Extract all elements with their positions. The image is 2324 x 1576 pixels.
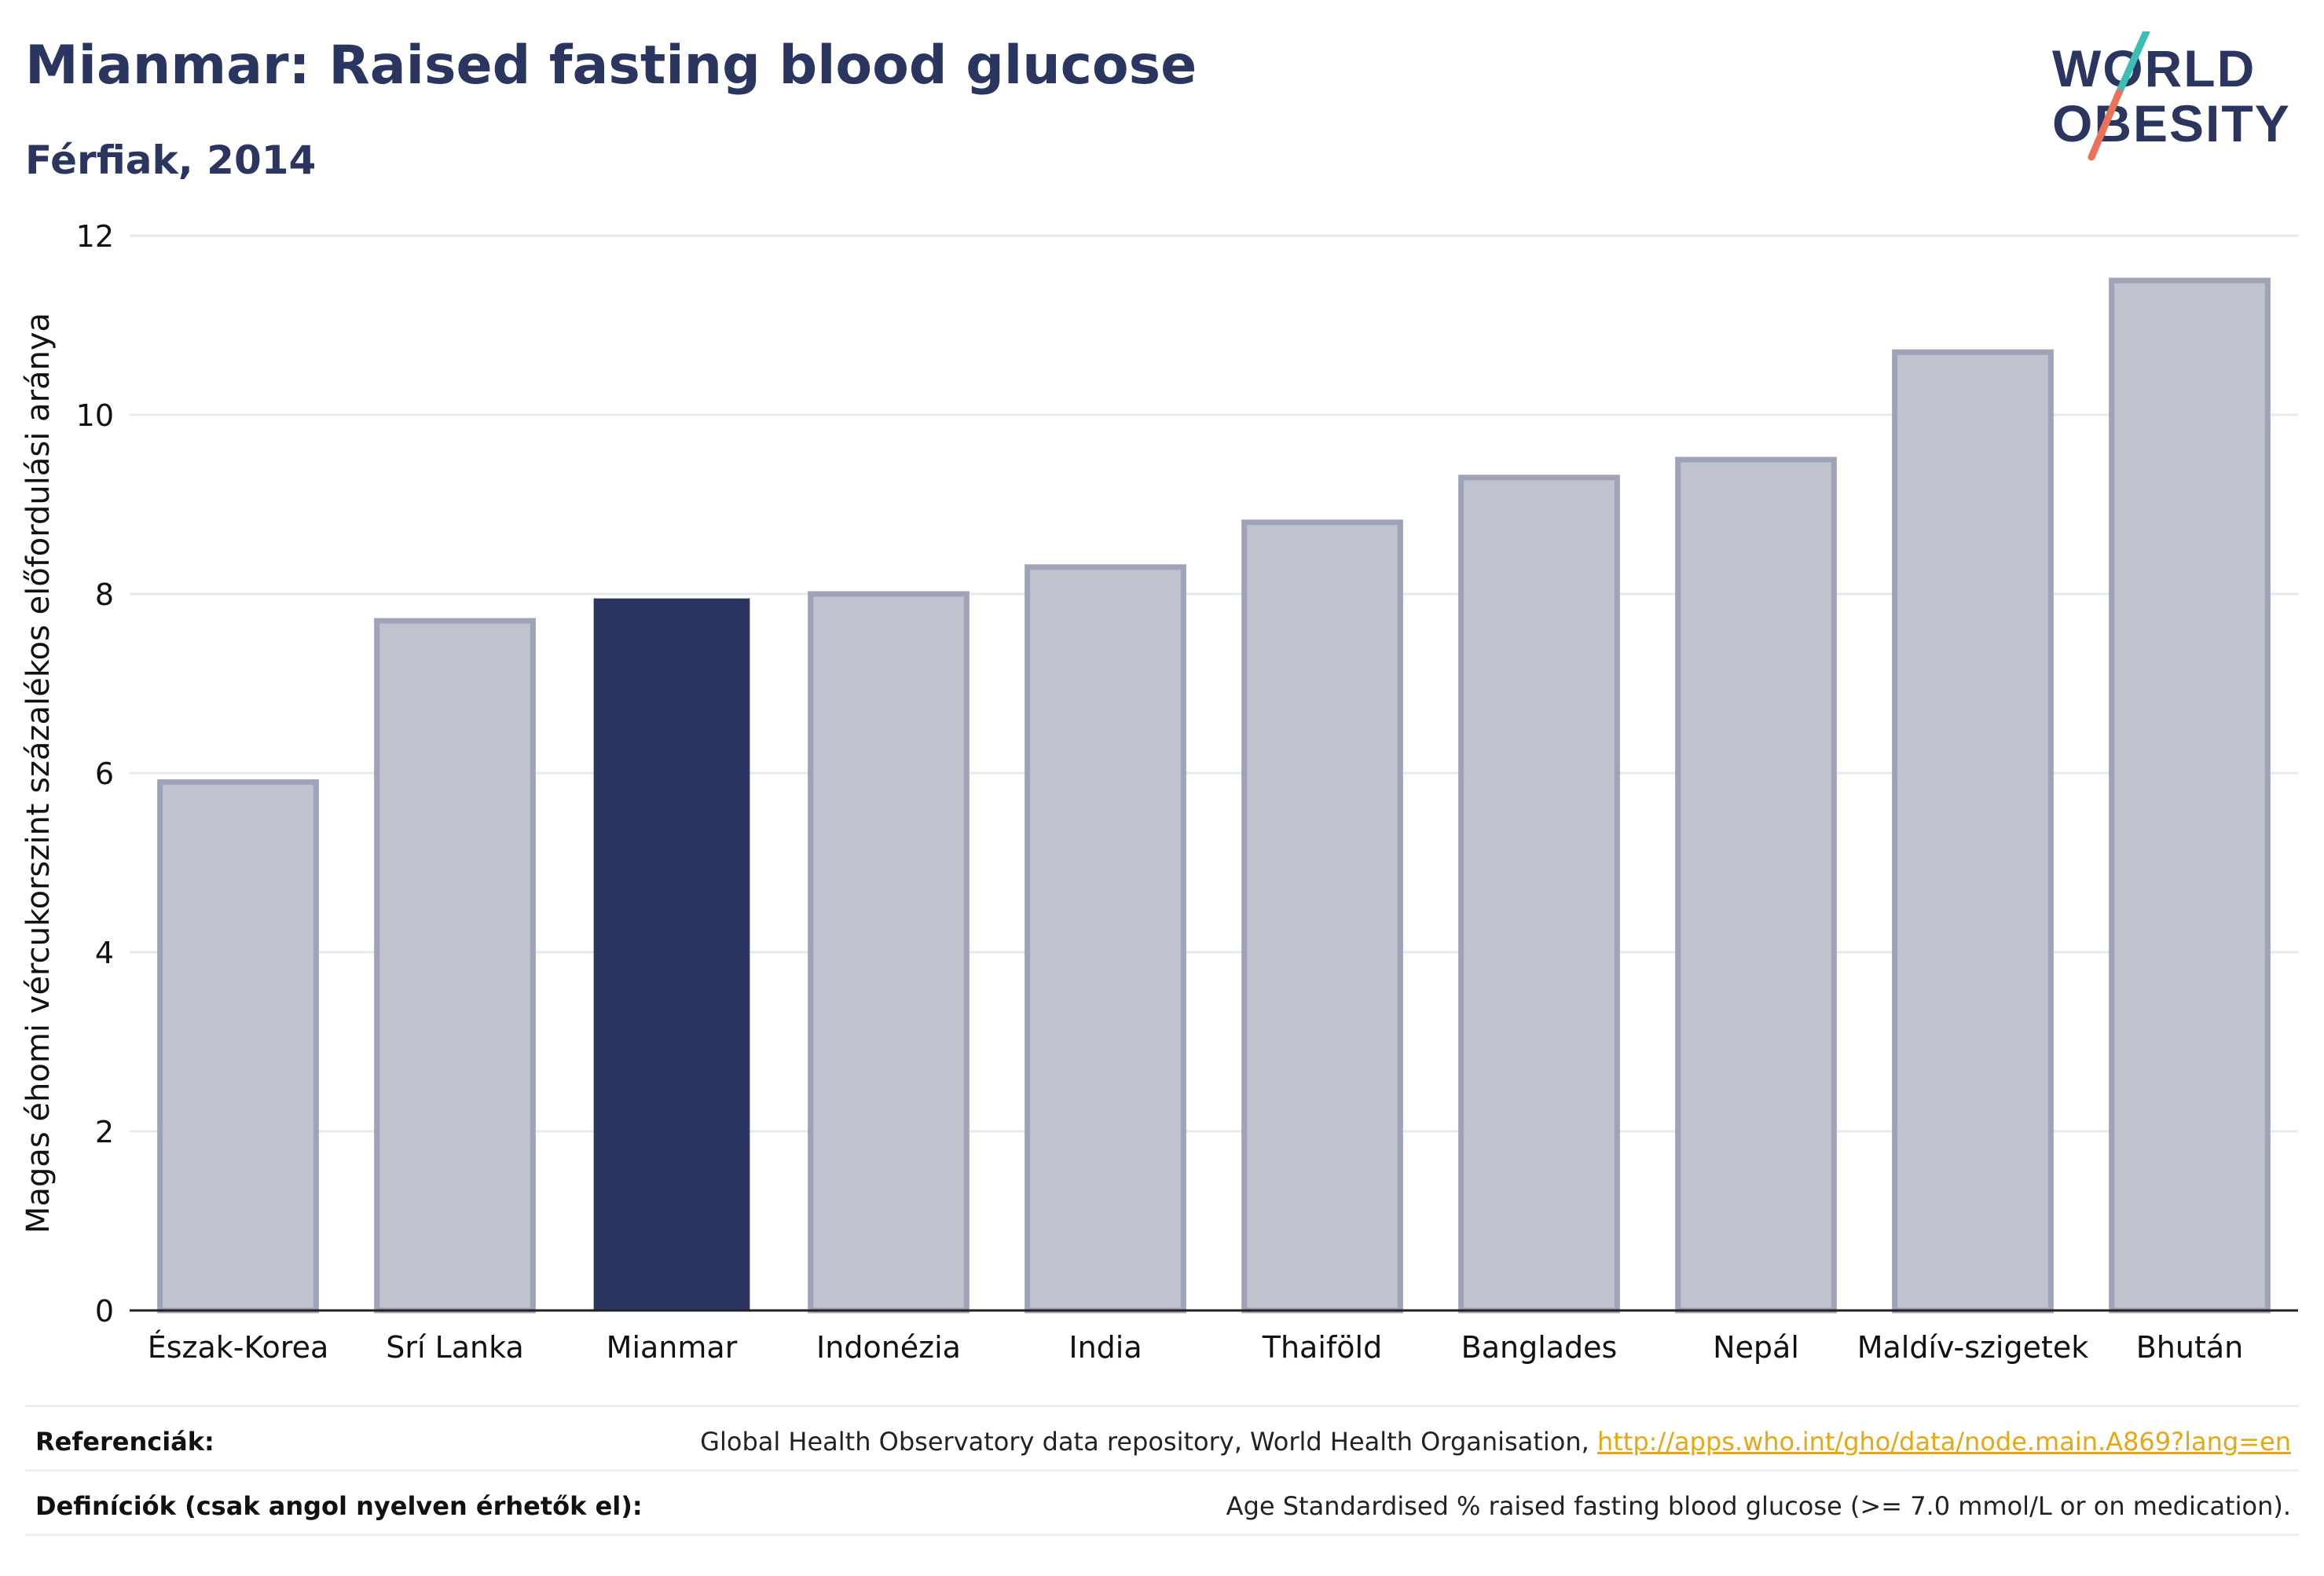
y-tick-label: 12 xyxy=(76,219,114,254)
y-tick-label: 10 xyxy=(76,398,114,433)
axes: 0 2 4 6 8 10 12 Észak-Korea Srí Lanka Mianmar Indo… xyxy=(76,219,2298,1365)
definitions-value: Age Standardised % raised fasting blood … xyxy=(1226,1491,2291,1521)
chart-title: Mianmar: Raised fasting blood glucose xyxy=(25,35,1197,97)
x-tick-label: Észak-Korea xyxy=(148,1330,329,1365)
x-tick-label: Mianmar xyxy=(607,1330,738,1365)
bar[interactable] xyxy=(374,618,536,1314)
logo-word-obesity: OBESITY xyxy=(2052,94,2291,152)
bar[interactable] xyxy=(2109,277,2271,1314)
references-link[interactable]: http://apps.who.int/gho/data/node.main.A… xyxy=(1596,1427,2291,1457)
y-tick-label: 0 xyxy=(95,1294,114,1329)
world-obesity-logo: WORLD OBESITY xyxy=(2052,31,2291,161)
bar[interactable] xyxy=(1892,349,2054,1314)
definitions-label: Definíciók (csak angol nyelven érhetők e… xyxy=(35,1491,643,1521)
y-tick-label: 6 xyxy=(95,757,114,791)
y-axis-title: Magas éhomi vércukorszint százalékos elő… xyxy=(20,313,57,1233)
bar-chart: 0 2 4 6 8 10 12 Észak-Korea Srí Lanka Mianmar Indo… xyxy=(20,219,2298,1365)
x-tick-label: India xyxy=(1069,1330,1142,1365)
logo-slash-bottom xyxy=(2088,89,2123,161)
footer-divider-middle xyxy=(25,1469,2299,1472)
logo-slash-top xyxy=(2115,31,2150,97)
bar-highlighted[interactable] xyxy=(593,598,750,1310)
references-label: Referenciák: xyxy=(35,1427,214,1457)
bar[interactable] xyxy=(1025,564,1186,1314)
logo-word-world: WORLD xyxy=(2052,39,2256,97)
bar[interactable] xyxy=(1241,519,1403,1314)
references-value: Global Health Observatory data repositor… xyxy=(700,1427,2291,1457)
references-text: Global Health Observatory data repositor… xyxy=(700,1427,1589,1457)
x-tick-label: Thaiföld xyxy=(1262,1330,1382,1365)
bar[interactable] xyxy=(157,779,319,1314)
footer-divider-top xyxy=(25,1405,2299,1407)
x-tick-label: Srí Lanka xyxy=(386,1330,524,1365)
y-tick-label: 2 xyxy=(95,1115,114,1149)
x-tick-label: Nepál xyxy=(1713,1330,1799,1365)
x-tick-label: Indonézia xyxy=(816,1330,961,1365)
y-tick-label: 8 xyxy=(95,577,114,612)
bar[interactable] xyxy=(1675,456,1837,1314)
chart-subtitle: Férfiak, 2014 xyxy=(25,137,317,183)
x-tick-label: Banglades xyxy=(1461,1330,1618,1365)
footer-divider-bottom xyxy=(25,1534,2299,1536)
bars xyxy=(157,277,2271,1314)
y-tick-label: 4 xyxy=(95,936,114,970)
bar[interactable] xyxy=(1458,475,1620,1314)
x-tick-label: Bhután xyxy=(2136,1330,2244,1365)
bar[interactable] xyxy=(808,591,970,1314)
x-tick-label: Maldív-szigetek xyxy=(1857,1330,2089,1365)
